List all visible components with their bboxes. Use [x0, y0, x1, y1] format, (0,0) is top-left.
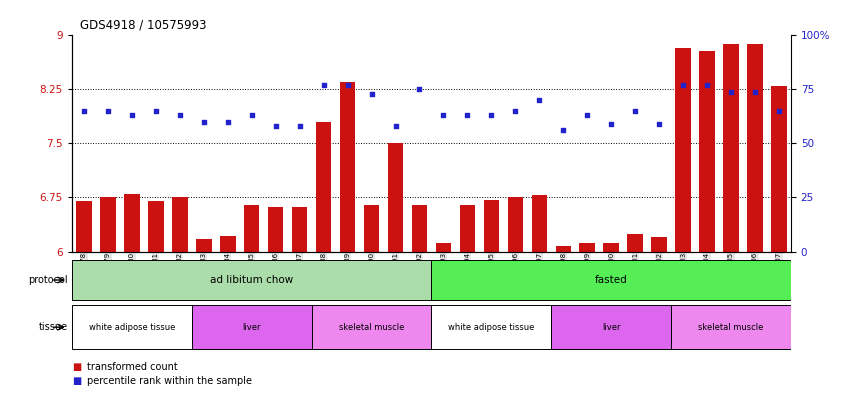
Point: [557, 127, 570, 134]
Bar: [148, 201, 163, 252]
Bar: [220, 236, 235, 252]
Point: [365, 91, 378, 97]
Bar: [100, 197, 116, 252]
Bar: [508, 198, 523, 252]
Bar: [268, 207, 283, 252]
Bar: [580, 243, 595, 252]
Bar: [244, 205, 260, 252]
Point: [508, 108, 522, 114]
Point: [724, 88, 738, 95]
Text: white adipose tissue: white adipose tissue: [448, 323, 535, 332]
Bar: [603, 243, 619, 252]
Bar: [556, 246, 571, 252]
Point: [629, 108, 642, 114]
Bar: [76, 201, 91, 252]
Text: fasted: fasted: [595, 275, 628, 285]
Bar: [675, 48, 691, 252]
Text: percentile rank within the sample: percentile rank within the sample: [87, 376, 252, 386]
Bar: [412, 205, 427, 252]
Point: [269, 123, 283, 129]
Bar: [723, 44, 739, 252]
Bar: [316, 122, 332, 252]
Text: liver: liver: [243, 323, 261, 332]
Point: [388, 123, 403, 129]
Point: [772, 108, 786, 114]
Point: [533, 97, 547, 103]
Text: ■: ■: [72, 362, 81, 373]
Point: [149, 108, 162, 114]
Point: [316, 82, 330, 88]
Point: [749, 88, 762, 95]
Point: [437, 112, 450, 119]
Bar: [651, 237, 667, 252]
Point: [293, 123, 306, 129]
Bar: [436, 243, 451, 252]
Bar: [747, 44, 763, 252]
Bar: [124, 194, 140, 252]
Bar: [431, 260, 791, 300]
Bar: [72, 260, 431, 300]
Point: [580, 112, 594, 119]
Text: skeletal muscle: skeletal muscle: [699, 323, 764, 332]
Point: [700, 82, 714, 88]
Point: [197, 119, 211, 125]
Bar: [311, 305, 431, 349]
Bar: [172, 197, 188, 252]
Text: skeletal muscle: skeletal muscle: [339, 323, 404, 332]
Point: [652, 121, 666, 127]
Text: white adipose tissue: white adipose tissue: [89, 323, 175, 332]
Bar: [292, 207, 307, 252]
Point: [413, 86, 426, 93]
Text: tissue: tissue: [39, 322, 68, 332]
Point: [125, 112, 139, 119]
Bar: [531, 195, 547, 252]
Point: [460, 112, 474, 119]
Text: ad libitum chow: ad libitum chow: [210, 275, 294, 285]
Bar: [364, 205, 379, 252]
Point: [245, 112, 259, 119]
Bar: [772, 86, 787, 252]
Bar: [628, 233, 643, 252]
Bar: [700, 51, 715, 252]
Point: [341, 82, 354, 88]
Point: [221, 119, 234, 125]
Point: [604, 121, 618, 127]
Point: [77, 108, 91, 114]
Text: GDS4918 / 10575993: GDS4918 / 10575993: [80, 18, 207, 31]
Bar: [459, 205, 475, 252]
Bar: [552, 305, 671, 349]
Text: transformed count: transformed count: [87, 362, 178, 373]
Bar: [192, 305, 311, 349]
Point: [485, 112, 498, 119]
Point: [677, 82, 690, 88]
Bar: [387, 143, 404, 252]
Point: [101, 108, 114, 114]
Bar: [671, 305, 791, 349]
Text: liver: liver: [602, 323, 620, 332]
Bar: [196, 239, 212, 252]
Bar: [340, 82, 355, 252]
Bar: [484, 200, 499, 252]
Text: ■: ■: [72, 376, 81, 386]
Bar: [431, 305, 552, 349]
Text: protocol: protocol: [28, 275, 68, 285]
Bar: [72, 305, 192, 349]
Point: [173, 112, 186, 119]
